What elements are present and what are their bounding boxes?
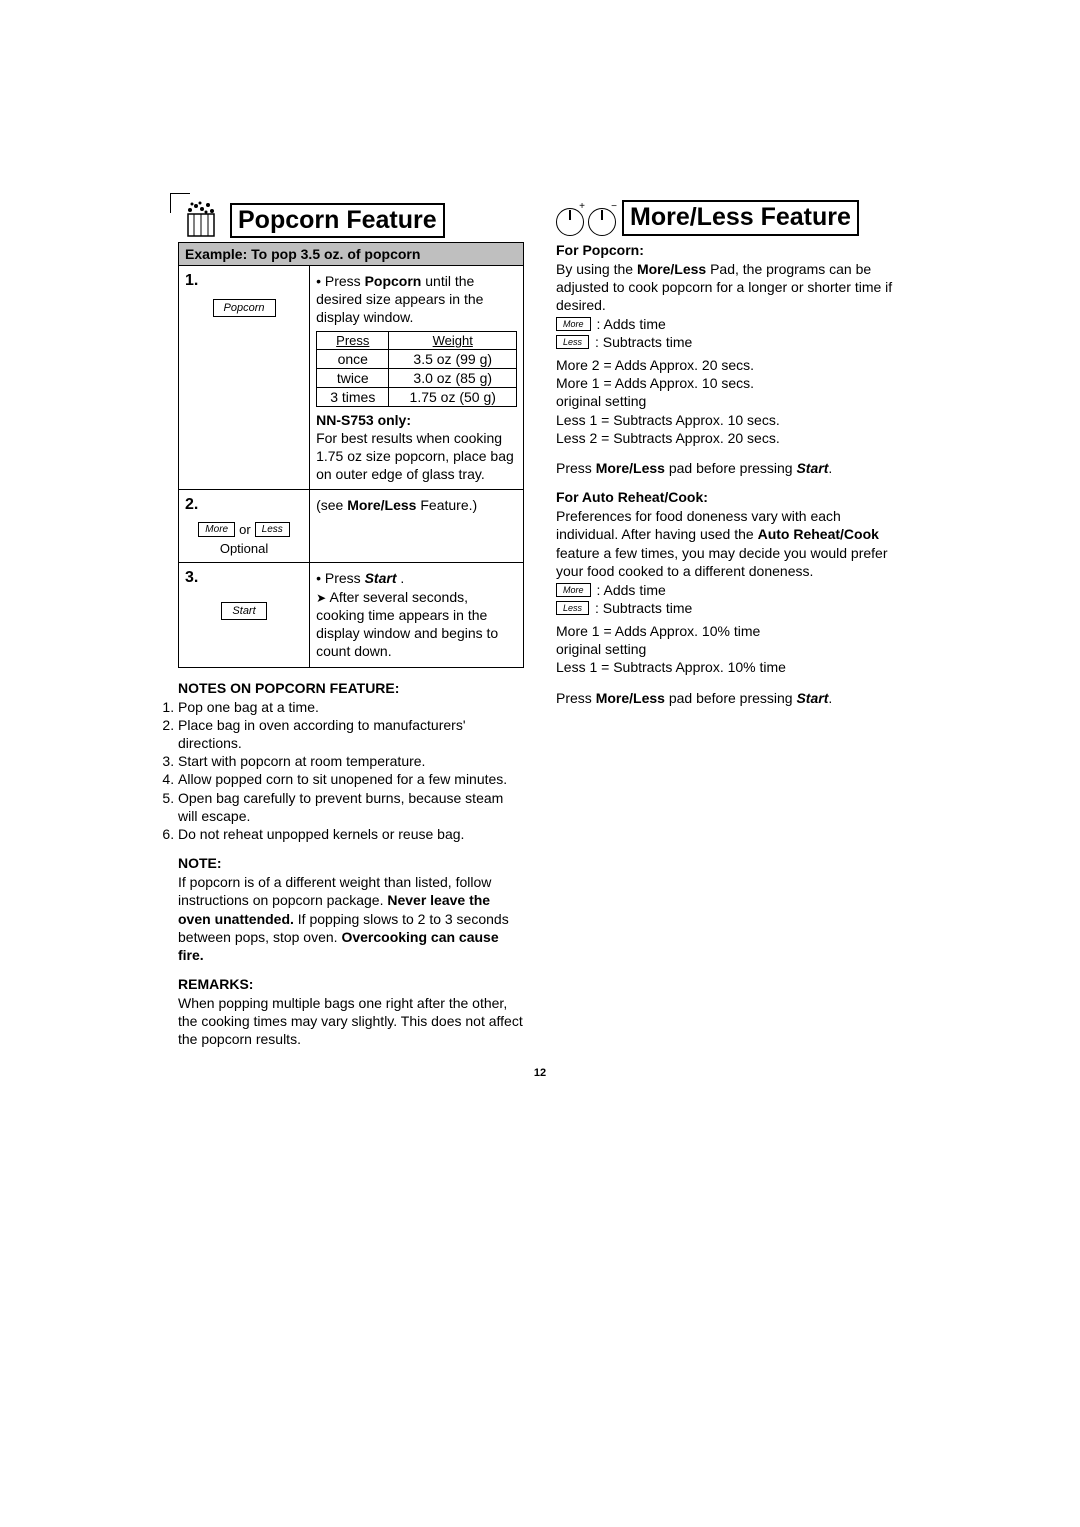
steps-table: 1. Popcorn Press Popcorn until the desir… bbox=[178, 265, 524, 668]
step-num: 3. bbox=[185, 569, 303, 587]
auto-timings: More 1 = Adds Approx. 10% time original … bbox=[556, 622, 902, 677]
for-auto-heading: For Auto Reheat/Cook: bbox=[556, 489, 902, 505]
popcorn-timings: More 2 = Adds Approx. 20 secs. More 1 = … bbox=[556, 356, 902, 447]
dial-icons bbox=[556, 208, 616, 236]
arrow-icon bbox=[316, 589, 329, 605]
note-heading: NOTE: bbox=[178, 855, 524, 871]
less-pad[interactable]: Less bbox=[556, 335, 589, 349]
page: Popcorn Feature Example: To pop 3.5 oz. … bbox=[178, 200, 902, 1049]
more-pad[interactable]: More bbox=[556, 317, 591, 331]
popcorn-title: Popcorn Feature bbox=[230, 203, 445, 239]
right-column: More/Less Feature For Popcorn: By using … bbox=[556, 200, 902, 1049]
less-pad-2[interactable]: Less bbox=[556, 601, 589, 615]
more-button[interactable]: More bbox=[198, 522, 235, 537]
moreless-header: More/Less Feature bbox=[556, 200, 902, 236]
step-num: 2. bbox=[185, 496, 303, 514]
dial-plus-icon bbox=[556, 208, 584, 236]
example-header: Example: To pop 3.5 oz. of popcorn bbox=[178, 242, 524, 265]
note-text: If popcorn is of a different weight than… bbox=[178, 873, 524, 964]
popcorn-header: Popcorn Feature bbox=[178, 200, 524, 238]
dial-minus-icon bbox=[588, 208, 616, 236]
col-press: Press bbox=[317, 331, 389, 349]
moreless-title: More/Less Feature bbox=[622, 200, 859, 236]
for-popcorn-heading: For Popcorn: bbox=[556, 242, 902, 258]
step1-bullet bbox=[316, 273, 325, 289]
remarks-heading: REMARKS: bbox=[178, 976, 524, 992]
notes-list: Pop one bag at a time. Place bag in oven… bbox=[178, 698, 524, 844]
start-button[interactable]: Start bbox=[221, 602, 266, 620]
left-column: Popcorn Feature Example: To pop 3.5 oz. … bbox=[178, 200, 524, 1049]
remarks-text: When popping multiple bags one right aft… bbox=[178, 994, 524, 1049]
more-pad-2[interactable]: More bbox=[556, 583, 591, 597]
popcorn-icon bbox=[178, 200, 224, 238]
weight-table: Press Weight once3.5 oz (99 g) twice3.0 … bbox=[316, 331, 517, 407]
page-number: 12 bbox=[534, 1067, 546, 1079]
notes-heading: NOTES ON POPCORN FEATURE: bbox=[178, 680, 524, 696]
less-button[interactable]: Less bbox=[255, 522, 290, 537]
col-weight: Weight bbox=[389, 331, 517, 349]
popcorn-button[interactable]: Popcorn bbox=[213, 299, 276, 317]
step-num: 1. bbox=[185, 272, 303, 290]
